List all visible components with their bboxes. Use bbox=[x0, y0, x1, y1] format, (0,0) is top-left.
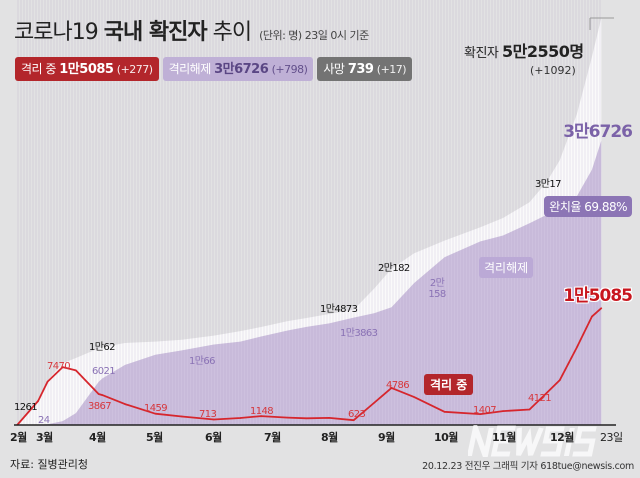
x-tick: 7월 bbox=[264, 431, 281, 444]
legend-delta: (+277) bbox=[116, 63, 153, 76]
legend-label: 격리 중 bbox=[21, 62, 56, 76]
label-confirmed: 1만62 bbox=[89, 342, 115, 353]
label-isolated: 1148 bbox=[250, 406, 274, 417]
x-tick: 23일 bbox=[600, 431, 623, 444]
isolated-point bbox=[286, 416, 289, 419]
total-label: 확진자 bbox=[464, 46, 499, 61]
isolated-point bbox=[502, 410, 504, 412]
isolated-point bbox=[528, 408, 531, 411]
unit-note: (단위: 명) 23일 0시 기준 bbox=[259, 29, 369, 42]
released-area-tag: 격리해제 bbox=[479, 257, 534, 278]
x-tick: 10월 bbox=[434, 431, 458, 444]
label-isolated-latest: 1만5085 bbox=[563, 286, 633, 306]
label-confirmed: 1만4873 bbox=[320, 304, 358, 315]
isolated-point bbox=[352, 419, 355, 421]
label-released: 24 bbox=[38, 415, 50, 426]
recovery-rate-badge: 완치율 69.88% bbox=[544, 196, 632, 217]
isolated-point bbox=[213, 418, 215, 421]
label-confirmed: 1261 bbox=[14, 402, 38, 413]
x-tick: 9월 bbox=[378, 431, 395, 444]
legend-isolated: 격리 중 1만5085 (+277) bbox=[15, 57, 159, 81]
isolated-point bbox=[97, 393, 100, 395]
title-bold: 국내 확진자 bbox=[103, 20, 208, 45]
isolated-point bbox=[545, 392, 548, 394]
isolated-line-tag: 격리 중 bbox=[424, 374, 474, 395]
isolated-point bbox=[61, 366, 64, 368]
legend-label: 사망 bbox=[323, 62, 345, 76]
isolated-point bbox=[443, 411, 446, 413]
title-tail: 추이 bbox=[206, 20, 253, 45]
isolated-point bbox=[413, 396, 416, 398]
label-released: 6021 bbox=[92, 366, 116, 377]
isolated-point bbox=[75, 369, 77, 372]
isolated-point bbox=[479, 413, 482, 415]
isolated-point bbox=[239, 417, 242, 419]
legend-delta: (+17) bbox=[376, 63, 407, 76]
isolated-point bbox=[154, 412, 157, 415]
label-isolated: 1459 bbox=[144, 403, 168, 414]
label-isolated: 3867 bbox=[88, 401, 112, 412]
credit-note: 20.12.23 전진우 그래픽 기자 618tue@newsis.com bbox=[422, 461, 634, 472]
label-isolated: 713 bbox=[199, 409, 217, 420]
isolated-point bbox=[373, 401, 376, 404]
released-area bbox=[17, 140, 602, 425]
isolated-point bbox=[328, 417, 330, 419]
isolated-point bbox=[46, 380, 49, 383]
isolated-point bbox=[305, 417, 308, 420]
isolated-point bbox=[600, 307, 603, 309]
label-isolated: 7470 bbox=[47, 361, 71, 372]
total-confirmed: 확진자 5만2550명 bbox=[464, 38, 584, 62]
isolated-point bbox=[260, 415, 262, 417]
isolated-point bbox=[591, 315, 593, 318]
legend-value: 739 bbox=[347, 62, 374, 77]
isolated-point bbox=[390, 387, 393, 389]
label-confirmed: 2만182 bbox=[378, 263, 410, 274]
legend-delta: (+798) bbox=[271, 63, 308, 76]
label-released-latest: 3만6726 bbox=[563, 122, 633, 142]
isolated-point bbox=[575, 346, 578, 349]
released-area-path bbox=[17, 140, 602, 425]
legend-deaths: 사망 739 (+17) bbox=[317, 57, 413, 81]
title-plain: 코로나19 bbox=[14, 20, 104, 45]
legend-value: 3만6726 bbox=[214, 62, 269, 77]
x-tick: 3월 bbox=[36, 431, 53, 444]
label-isolated: 4121 bbox=[528, 393, 552, 404]
isolated-point bbox=[180, 415, 183, 418]
total-delta: (+1092) bbox=[530, 64, 576, 77]
isolated-point bbox=[37, 400, 39, 402]
isolated-point bbox=[101, 394, 104, 396]
legend-value: 1만5085 bbox=[59, 62, 114, 77]
x-tick: 11월 bbox=[492, 431, 516, 444]
legend: 격리 중 1만5085 (+277) 격리해제 3만6726 (+798) 사망… bbox=[15, 57, 413, 81]
page-title: 코로나19 국내 확진자 추이 bbox=[14, 14, 253, 46]
newsis-watermark bbox=[468, 425, 597, 457]
label-isolated: 623 bbox=[348, 409, 366, 420]
label-released: 1만66 bbox=[189, 356, 215, 367]
legend-released: 격리해제 3만6726 (+798) bbox=[162, 57, 314, 81]
label-released: 2만 158 bbox=[428, 278, 446, 300]
x-tick: 12월 bbox=[550, 431, 574, 444]
total-value: 5만2550명 bbox=[502, 42, 584, 61]
title-row: 코로나19 국내 확진자 추이 (단위: 명) 23일 0시 기준 bbox=[14, 14, 369, 46]
x-tick: 6월 bbox=[205, 431, 222, 444]
x-tick: 4월 bbox=[89, 431, 106, 444]
label-isolated: 1407 bbox=[473, 405, 497, 416]
x-tick: 5월 bbox=[146, 431, 163, 444]
label-isolated: 4786 bbox=[386, 380, 410, 391]
x-tick: 8월 bbox=[321, 431, 338, 444]
isolated-point bbox=[558, 379, 561, 381]
source-note: 자료: 질병관리청 bbox=[10, 458, 89, 471]
legend-label: 격리해제 bbox=[168, 62, 212, 76]
isolated-point bbox=[124, 403, 126, 405]
label-confirmed: 3만17 bbox=[535, 179, 561, 190]
label-released: 1만3863 bbox=[340, 328, 378, 339]
x-tick: 2월 bbox=[10, 431, 27, 444]
